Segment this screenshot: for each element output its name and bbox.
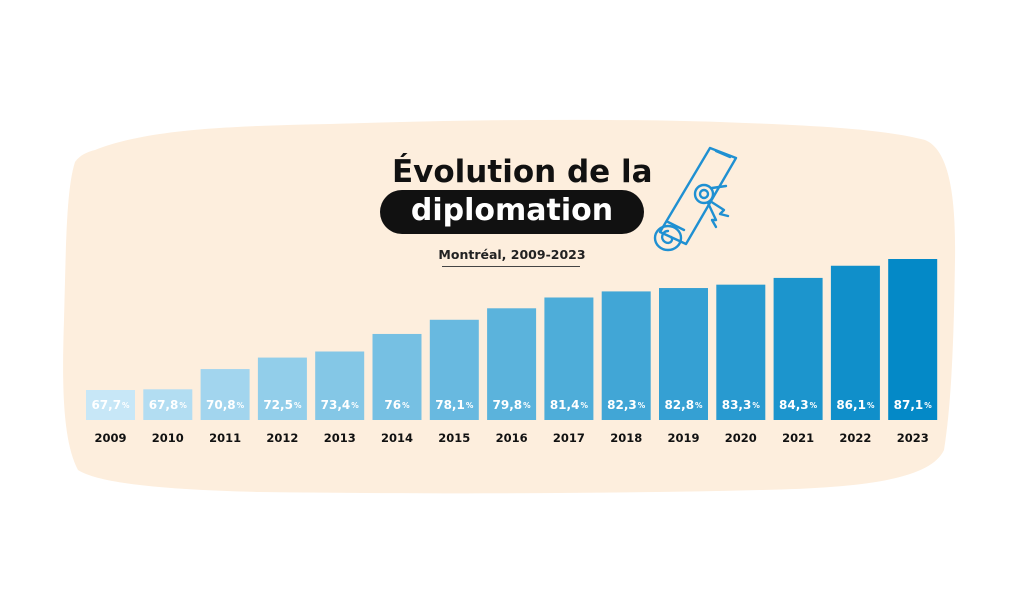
value-label-2015: 78,1% xyxy=(435,398,474,412)
bar-2016 xyxy=(487,308,537,420)
x-tick-2014: 2014 xyxy=(381,431,413,445)
x-tick-2013: 2013 xyxy=(324,431,356,445)
value-label-2018: 82,3% xyxy=(607,398,646,412)
x-tick-2012: 2012 xyxy=(266,431,298,445)
subtitle-underline xyxy=(442,266,580,267)
value-label-2011: 70,8% xyxy=(206,398,245,412)
value-label-2014: 76% xyxy=(384,398,410,412)
x-tick-2019: 2019 xyxy=(667,431,699,445)
title-line2: diplomation xyxy=(410,193,614,228)
x-tick-2011: 2011 xyxy=(209,431,241,445)
x-tick-2017: 2017 xyxy=(553,431,585,445)
bar-2019 xyxy=(659,288,708,420)
bar-2023 xyxy=(888,259,938,420)
title-pill xyxy=(380,190,644,234)
bar-2020 xyxy=(716,284,766,420)
value-label-2017: 81,4% xyxy=(550,398,589,412)
bars-layer xyxy=(86,259,938,420)
value-label-2010: 67,8% xyxy=(149,398,188,412)
x-tick-2018: 2018 xyxy=(610,431,642,445)
bar-2022 xyxy=(830,265,880,420)
bar-2015 xyxy=(429,319,479,420)
value-label-2023: 87,1% xyxy=(894,398,933,412)
value-label-2012: 72,5% xyxy=(263,398,302,412)
bar-2014 xyxy=(372,333,422,420)
value-label-2022: 86,1% xyxy=(836,398,875,412)
value-label-2016: 79,8% xyxy=(493,398,532,412)
bar-2017 xyxy=(544,297,594,420)
value-label-2013: 73,4% xyxy=(321,398,360,412)
x-tick-2022: 2022 xyxy=(839,431,871,445)
x-tick-2020: 2020 xyxy=(725,431,757,445)
x-tick-2015: 2015 xyxy=(438,431,470,445)
x-tick-2016: 2016 xyxy=(496,431,528,445)
title-line1: Évolution de la xyxy=(392,154,653,190)
x-tick-2021: 2021 xyxy=(782,431,814,445)
value-label-2020: 83,3% xyxy=(722,398,761,412)
x-tick-2009: 2009 xyxy=(94,431,126,445)
value-label-2009: 67,7% xyxy=(91,398,130,412)
x-axis-ticks: 2009 2010 2011 2012 2013 2014 2015 2016 2017 2018… xyxy=(94,431,928,445)
value-label-2019: 82,8% xyxy=(664,398,703,412)
bar-2013 xyxy=(315,351,365,420)
diploma-icon xyxy=(653,146,738,252)
bar-2010 xyxy=(143,389,193,420)
bar-2012 xyxy=(257,357,307,420)
chart-subtitle: Montréal, 2009-2023 xyxy=(438,247,586,262)
x-tick-2010: 2010 xyxy=(152,431,184,445)
bar-2011 xyxy=(200,369,250,420)
bar-2009 xyxy=(86,390,135,420)
x-tick-2023: 2023 xyxy=(897,431,929,445)
bar-2018 xyxy=(601,291,651,420)
value-labels-layer: 67,7% 67,8% 70,8% 72,5% 73,4% 76% 78,1% 79,8% 81… xyxy=(91,398,932,412)
value-label-2021: 84,3% xyxy=(779,398,818,412)
bar-2021 xyxy=(773,277,823,420)
